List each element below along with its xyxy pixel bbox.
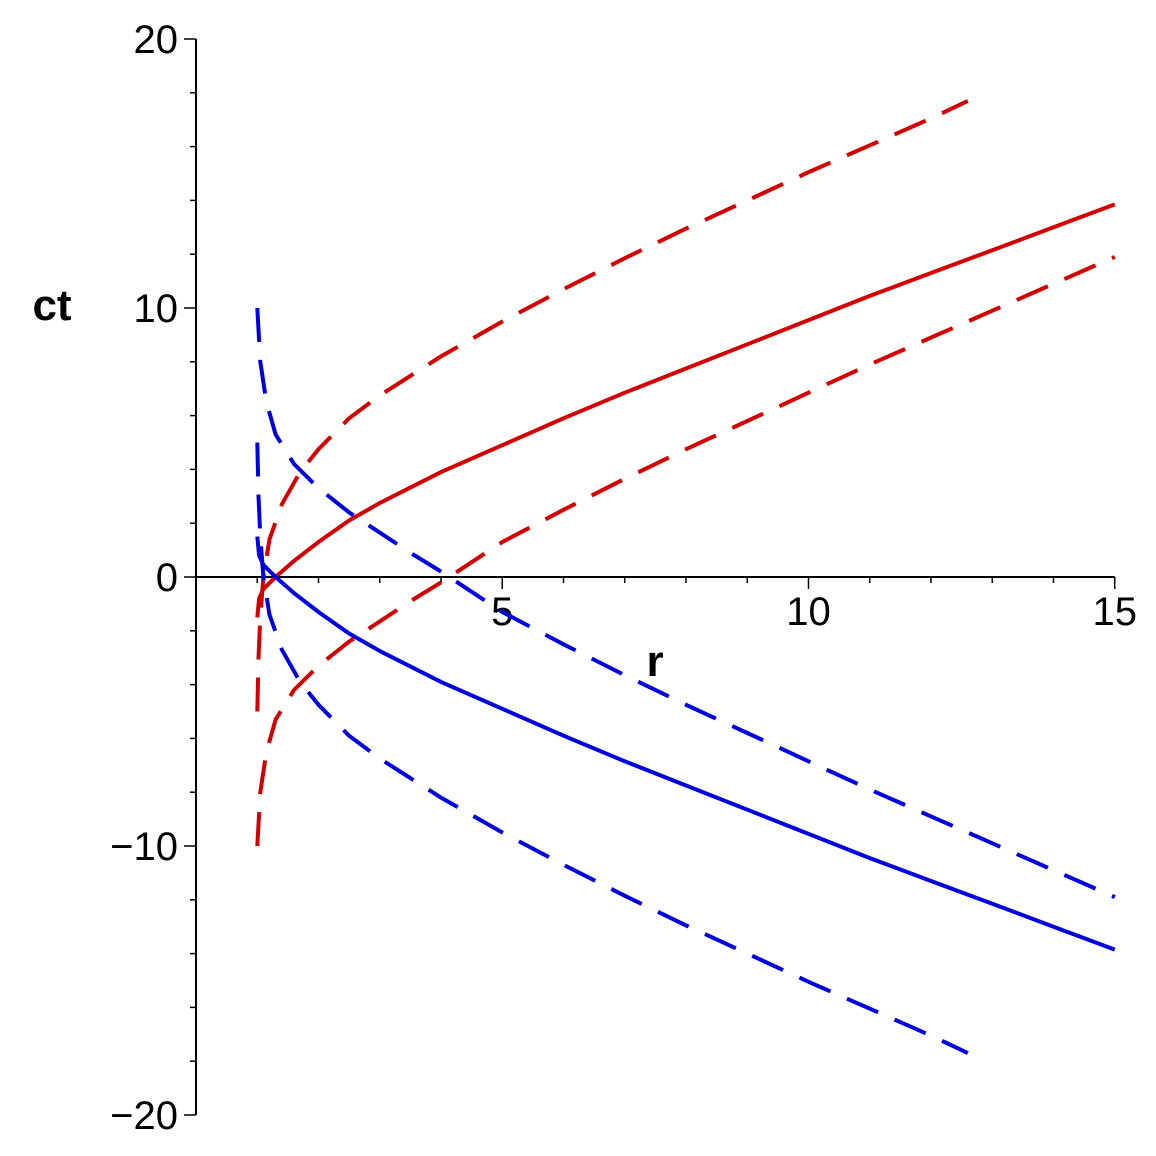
- series-blue-solid-curve-1: [255, 536, 1116, 952]
- x-tick-label: 10: [786, 590, 831, 634]
- y-tick-label: 10: [134, 287, 179, 331]
- y-tick-label: −20: [110, 1094, 178, 1138]
- y-tick-label: 20: [134, 18, 179, 62]
- series-red-dashed-curve-2: [255, 255, 1116, 847]
- chart-axes: [195, 39, 1115, 1115]
- y-tick-label: 0: [156, 556, 178, 600]
- series-blue-dashed-curve-4: [255, 307, 1116, 899]
- x-axis-label: r: [646, 637, 663, 686]
- series-red-dashed-curve-3: [255, 99, 969, 712]
- x-tick-label: 15: [1093, 590, 1138, 634]
- chart-series-group: [255, 99, 1116, 1055]
- series-red-solid-curve-0: [255, 202, 1116, 618]
- y-tick-label: −10: [110, 825, 178, 869]
- tick-marks: [184, 38, 1116, 1116]
- series-blue-dashed-curve-5: [255, 442, 969, 1055]
- y-axis-label: ct: [32, 281, 71, 330]
